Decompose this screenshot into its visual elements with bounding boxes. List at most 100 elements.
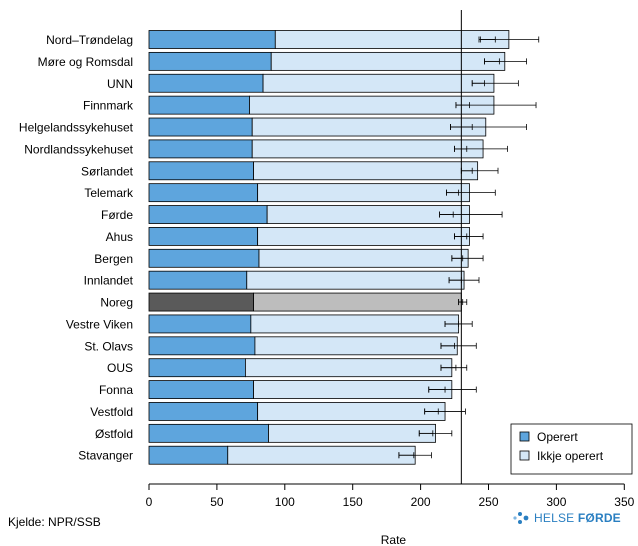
legend-box <box>510 423 633 475</box>
error-bar-total <box>446 189 496 196</box>
error-bar-total <box>398 452 432 459</box>
category-label: Østfold <box>95 427 133 441</box>
logo-dots-icon <box>513 512 529 524</box>
bar-ikkje-operert <box>253 292 462 312</box>
error-bar-total <box>439 211 503 218</box>
category-label: Sørlandet <box>81 164 134 178</box>
bar-operert <box>148 73 264 93</box>
error-bar-total <box>444 320 473 327</box>
category-label: Innlandet <box>84 274 134 288</box>
x-axis: 0 50 100 150 200 250 300 350 Rate <box>146 483 635 546</box>
error-bar-total <box>471 80 519 87</box>
category-label: Stavanger <box>78 449 133 463</box>
error-bar-total <box>424 408 466 415</box>
bar-operert <box>148 51 272 71</box>
bar-operert <box>148 95 250 115</box>
bar-ikkje-operert <box>268 423 436 443</box>
logo-text: HELSE FØRDE <box>534 511 621 525</box>
error-bar-total <box>454 145 508 152</box>
bar-ikkje-operert <box>257 227 470 246</box>
category-label: OUS <box>107 361 133 375</box>
bar-operert <box>148 139 253 159</box>
category-label: UNN <box>107 77 133 91</box>
error-bar-total <box>418 430 453 437</box>
category-labels: Nord–Trøndelag Møre og Romsdal UNN Finnmark… <box>19 33 134 463</box>
legend-label: Ikkje operert <box>537 449 604 463</box>
category-label: Noreg <box>100 296 133 310</box>
error-bar-total <box>455 102 537 109</box>
category-label: Fonna <box>99 383 133 397</box>
bar-ikkje-operert <box>257 183 470 203</box>
category-label: Ahus <box>106 230 133 244</box>
error-bar-total <box>478 36 540 43</box>
error-bar-total <box>454 233 484 240</box>
x-tick-label: 50 <box>210 495 224 509</box>
bar-operert <box>148 358 246 378</box>
bar-ikkje-operert <box>245 358 453 378</box>
bar-ikkje-operert <box>251 139 484 159</box>
bar-ikkje-operert <box>258 248 469 268</box>
category-label: Nordlandssykehuset <box>24 142 133 156</box>
category-label: Vestfold <box>90 405 133 419</box>
bar-operert <box>148 336 256 356</box>
bar-operert <box>148 380 254 399</box>
category-label: Førde <box>101 208 133 222</box>
error-bar-total <box>450 124 527 131</box>
category-label: Vestre Viken <box>66 317 133 331</box>
error-bar-total <box>448 277 480 284</box>
bar-ikkje-operert <box>227 445 416 465</box>
bar-ikkje-operert <box>254 336 458 356</box>
category-label: Helgelandssykehuset <box>19 121 134 135</box>
error-bar-total <box>428 386 477 393</box>
bar-operert <box>148 117 253 137</box>
bar-operert <box>148 161 254 181</box>
x-tick-label: 350 <box>614 495 634 509</box>
bar-ikkje-operert <box>270 51 506 71</box>
bar-operert <box>148 292 254 312</box>
bar-ikkje-operert <box>246 270 465 290</box>
bar-ikkje-operert <box>253 161 479 181</box>
legend-swatch <box>519 431 530 442</box>
category-label: Nord–Trøndelag <box>46 33 133 47</box>
bar-operert <box>148 445 229 465</box>
bar-operert <box>148 248 260 268</box>
x-tick-label: 100 <box>275 495 295 509</box>
category-label: St. Olavs <box>84 339 133 353</box>
error-bar-total <box>440 364 468 371</box>
bar-ikkje-operert <box>250 314 460 334</box>
error-bar-total <box>440 342 477 349</box>
bar-operert <box>148 227 259 246</box>
category-label: Finnmark <box>83 99 134 113</box>
category-label: Bergen <box>94 252 133 266</box>
x-tick-label: 150 <box>343 495 363 509</box>
bar-operert <box>148 30 276 49</box>
bar-operert <box>148 402 259 421</box>
bar-ikkje-operert <box>266 205 470 224</box>
x-tick-label: 0 <box>146 495 153 509</box>
bar-operert <box>148 314 252 334</box>
x-tick-label: 200 <box>411 495 431 509</box>
bar-operert <box>148 270 248 290</box>
error-bar-total <box>484 58 527 65</box>
bar-ikkje-operert <box>274 30 510 49</box>
bar-ikkje-operert <box>262 73 495 93</box>
legend-swatch <box>519 450 530 461</box>
bars-group <box>148 30 510 465</box>
helse-forde-logo: HELSE FØRDE <box>512 511 621 525</box>
source-note: Kjelde: NPR/SSB <box>8 515 101 529</box>
category-label: Telemark <box>84 186 134 200</box>
bar-operert <box>148 423 269 443</box>
bar-operert <box>148 183 259 203</box>
x-axis-title: Rate <box>381 533 407 546</box>
x-tick-label: 250 <box>478 495 498 509</box>
legend-label: Operert <box>537 430 578 444</box>
bar-ikkje-operert <box>257 402 446 421</box>
bar-operert <box>148 205 268 224</box>
legend: Operert Ikkje operert <box>510 423 633 475</box>
bar-ikkje-operert <box>253 380 453 399</box>
category-label: Møre og Romsdal <box>38 55 133 69</box>
x-tick-label: 300 <box>546 495 566 509</box>
error-bar-total <box>451 255 484 262</box>
error-bar-total <box>458 299 468 306</box>
